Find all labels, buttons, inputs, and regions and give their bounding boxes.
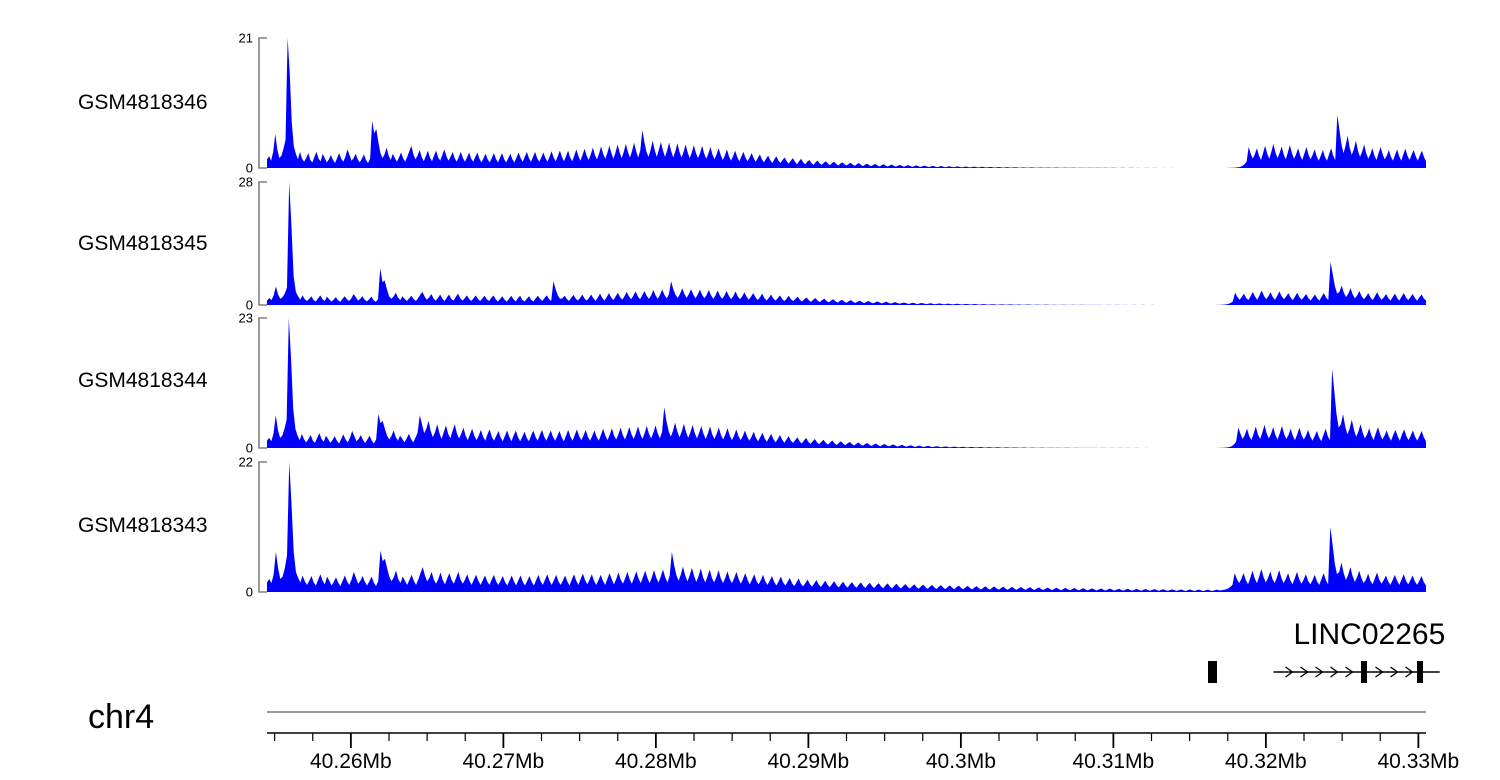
track-label-gsm4818345: GSM4818345	[78, 232, 208, 255]
axis-tick-label: 40.27Mb	[462, 750, 545, 773]
y-axis-bracket-GSM4818346	[258, 37, 267, 169]
coverage-area-GSM4818343	[267, 462, 1426, 592]
axis-tick-label: 40.28Mb	[615, 750, 697, 773]
gene-strand-arrow	[1375, 666, 1384, 678]
gene-strand-arrow	[1315, 666, 1324, 678]
gene-exon-1	[1208, 661, 1217, 683]
gene-strand-arrow	[1345, 666, 1354, 678]
gene-exon-3	[1417, 661, 1423, 683]
gene-strand-arrow	[1300, 666, 1309, 678]
axis-tick-label: 40.33Mb	[1377, 750, 1460, 773]
track-3-y-max: 22	[238, 454, 253, 470]
y-axis-bracket-GSM4818345	[258, 181, 267, 306]
track-label-gsm4818346: GSM4818346	[78, 91, 208, 114]
gene-strand-arrow	[1405, 666, 1414, 678]
gene-name-label: LINC02265	[1293, 618, 1446, 651]
axis-tick-label: 40.32Mb	[1225, 750, 1307, 773]
track-2-y-min: 0	[245, 440, 253, 456]
track-3-y-min: 0	[245, 584, 253, 600]
coverage-area-GSM4818344	[267, 318, 1426, 448]
y-axis-bracket-GSM4818344	[258, 317, 267, 449]
coverage-area-GSM4818345	[267, 182, 1426, 305]
track-label-gsm4818343: GSM4818343	[78, 514, 208, 537]
axis-tick-label: 40.26Mb	[310, 750, 392, 773]
axis-tick-label: 40.29Mb	[767, 750, 850, 773]
gene-strand-arrow	[1285, 666, 1294, 678]
track-2-y-max: 23	[238, 310, 253, 326]
axis-tick-label: 40.3Mb	[925, 750, 996, 773]
coverage-area-GSM4818346	[267, 38, 1426, 168]
gene-exon-2	[1361, 661, 1367, 683]
gene-strand-arrow	[1330, 666, 1339, 678]
track-0-y-min: 0	[245, 160, 253, 176]
gene-strand-arrow	[1390, 666, 1399, 678]
track-1-y-min: 0	[245, 297, 253, 313]
chromosome-label: chr4	[88, 698, 155, 736]
track-1-y-max: 28	[238, 174, 253, 190]
axis-tick-label: 40.31Mb	[1072, 750, 1155, 773]
track-0-y-max: 21	[238, 30, 253, 46]
y-axis-bracket-GSM4818343	[258, 461, 267, 593]
track-label-gsm4818344: GSM4818344	[78, 369, 208, 392]
